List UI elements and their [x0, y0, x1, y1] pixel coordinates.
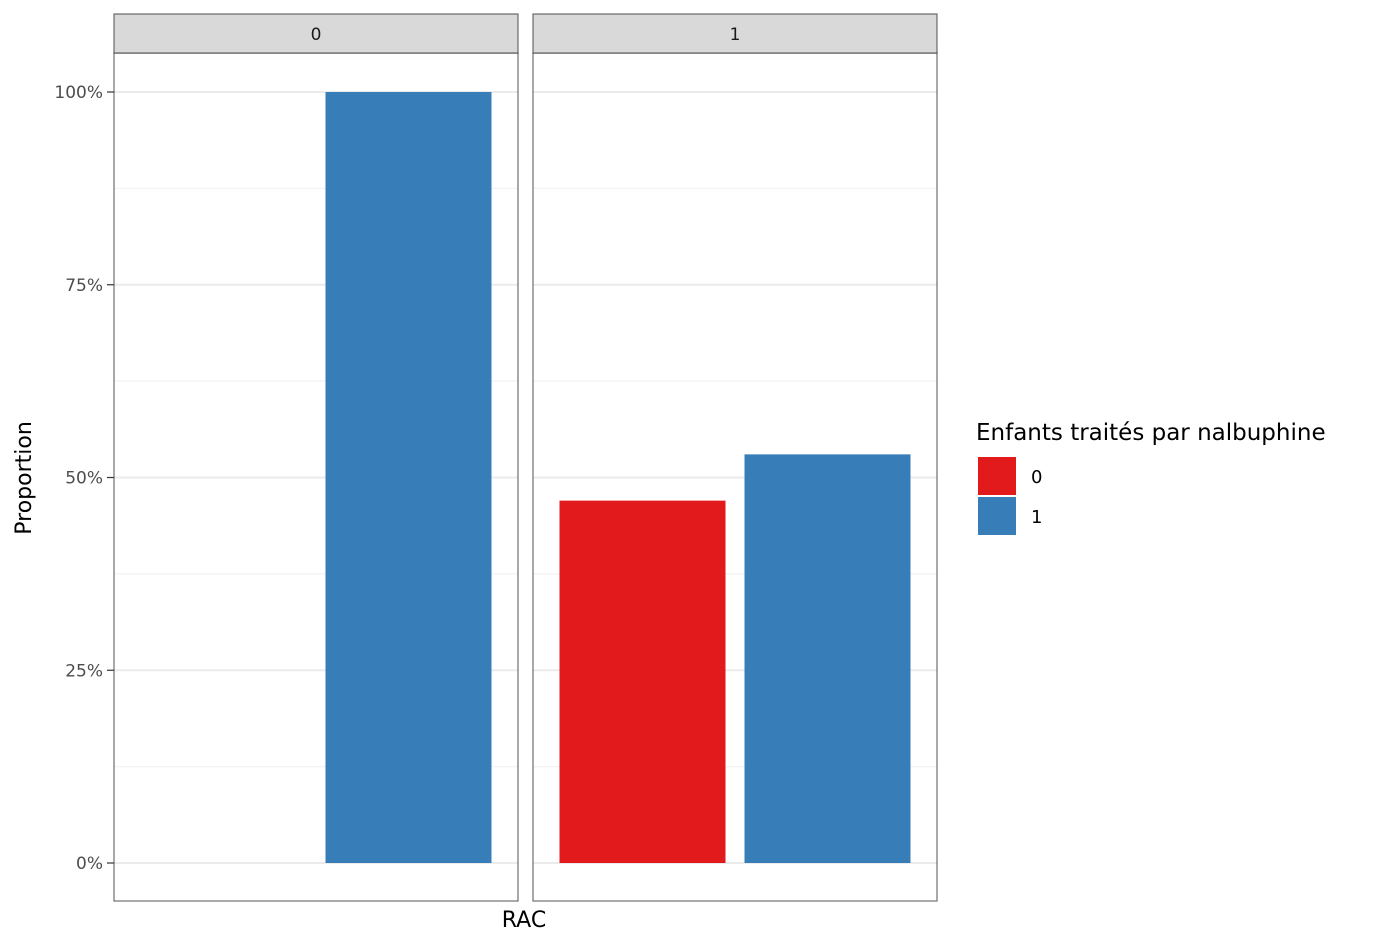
- facet-strip-label: 1: [730, 25, 741, 45]
- y-tick-label: 100%: [54, 83, 103, 103]
- facet-strip: [113, 13, 519, 54]
- legend-swatch-0: [978, 457, 1016, 495]
- facet-panel-1: 1: [532, 13, 938, 902]
- y-axis-title: Proportion: [12, 421, 37, 535]
- y-tick-label: 50%: [65, 469, 103, 489]
- legend: Enfants traités par nalbuphine 01: [976, 420, 1326, 535]
- legend-keys: 01: [978, 457, 1042, 535]
- legend-label-0: 0: [1031, 467, 1042, 488]
- bar-group-0: [559, 500, 726, 863]
- y-tick-label: 0%: [76, 854, 103, 874]
- bar-group-1: [325, 92, 492, 863]
- facet-strip: [532, 13, 938, 54]
- legend-swatch-1: [978, 497, 1016, 535]
- legend-label-1: 1: [1031, 507, 1042, 528]
- y-tick-label: 25%: [65, 661, 103, 681]
- x-axis-title: RAC: [502, 908, 546, 933]
- legend-title: Enfants traités par nalbuphine: [976, 420, 1326, 446]
- facet-panel-0: 0: [113, 13, 519, 902]
- y-tick-label: 75%: [65, 276, 103, 296]
- y-axis: 0% 25% 50% 75% 100%: [54, 83, 114, 874]
- bar-group-1: [744, 454, 911, 863]
- facet-strip-label: 0: [311, 25, 322, 45]
